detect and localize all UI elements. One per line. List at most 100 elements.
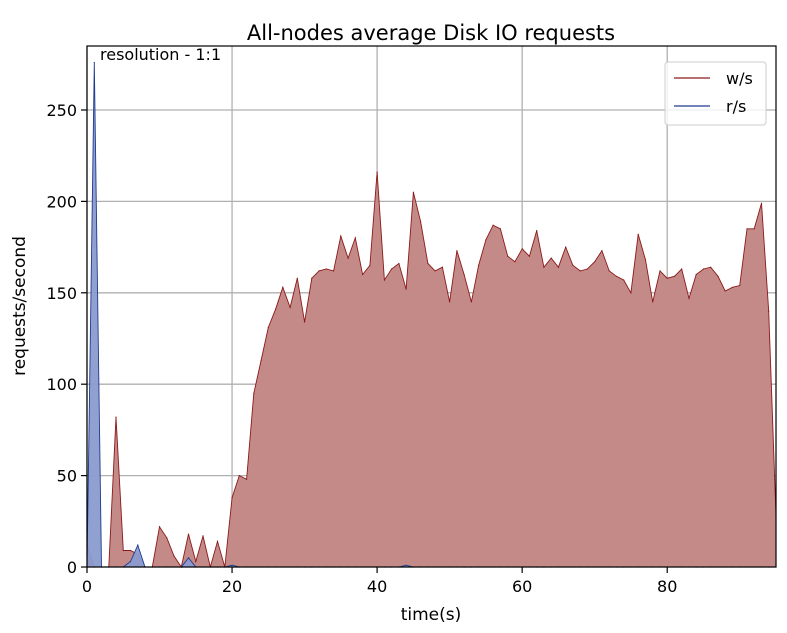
- data-point-ws: [166, 537, 168, 539]
- data-point-ws: [528, 255, 531, 257]
- data-point-ws: [630, 292, 632, 294]
- data-point-rs: [129, 560, 132, 563]
- data-point-ws: [376, 171, 378, 173]
- data-point-ws: [652, 301, 654, 303]
- data-point-ws: [412, 191, 414, 193]
- data-point-ws: [724, 290, 726, 292]
- x-tick-label: 0: [82, 577, 92, 596]
- x-axis-label: time(s): [401, 605, 462, 625]
- data-point-ws: [187, 533, 190, 535]
- data-point-ws: [347, 257, 349, 259]
- x-tick-label: 20: [222, 577, 242, 596]
- chart-title: All-nodes average Disk IO requests: [247, 21, 615, 45]
- axis-ticks: 0 20 40 60 80 0 50 100 150 200 250: [46, 101, 677, 596]
- data-point-ws: [195, 560, 197, 563]
- data-point-ws: [615, 275, 618, 277]
- legend-label-ws: w/s: [726, 69, 753, 88]
- data-point-ws: [623, 279, 625, 281]
- data-point-ws: [275, 308, 277, 310]
- data-point-ws: [420, 220, 422, 223]
- data-point-ws: [282, 286, 284, 288]
- data-point-ws: [318, 270, 320, 272]
- data-point-ws: [333, 270, 335, 272]
- y-tick-label: 250: [46, 101, 77, 120]
- x-tick-label: 60: [512, 577, 532, 596]
- data-point-ws: [478, 264, 480, 266]
- data-point-ws: [586, 268, 589, 270]
- data-point-ws: [521, 248, 523, 250]
- data-point-ws: [391, 268, 393, 270]
- data-point-ws: [710, 266, 712, 268]
- data-point-ws: [238, 475, 240, 477]
- data-point-ws: [311, 277, 313, 279]
- data-point-ws: [296, 277, 298, 279]
- y-tick-label: 0: [67, 558, 77, 577]
- data-point-ws: [760, 202, 763, 204]
- data-point-ws: [753, 228, 755, 230]
- data-point-rs: [231, 564, 233, 566]
- data-point-ws: [485, 239, 487, 241]
- data-point-ws: [514, 261, 516, 263]
- data-point-ws: [158, 526, 161, 528]
- y-tick-label: 100: [46, 375, 77, 394]
- y-tick-label: 200: [46, 192, 77, 211]
- y-tick-label: 50: [57, 467, 77, 486]
- data-point-ws: [289, 306, 291, 308]
- data-point-ws: [449, 301, 451, 303]
- data-point-ws: [666, 277, 668, 279]
- x-tick-label: 40: [367, 577, 387, 596]
- data-point-ws: [565, 246, 567, 248]
- data-point-rs: [405, 564, 407, 566]
- data-point-ws: [253, 392, 255, 394]
- data-point-ws: [673, 275, 676, 277]
- resolution-annotation: resolution - 1:1: [100, 45, 221, 64]
- data-point-ws: [572, 264, 574, 266]
- data-point-ws: [492, 224, 494, 226]
- data-point-ws: [579, 270, 581, 272]
- data-point-ws: [325, 268, 327, 270]
- data-point-ws: [739, 284, 741, 287]
- data-point-ws: [499, 228, 501, 230]
- data-point-rs: [187, 557, 190, 559]
- data-point-ws: [550, 257, 552, 259]
- data-point-ws: [369, 264, 371, 266]
- data-point-rs: [93, 61, 95, 64]
- series-line-ws: [86, 172, 777, 569]
- data-point-ws: [129, 549, 132, 552]
- data-point-ws: [405, 288, 407, 290]
- data-point-ws: [543, 266, 545, 268]
- data-point-ws: [659, 270, 661, 272]
- data-point-ws: [746, 228, 748, 230]
- legend-label-rs: r/s: [726, 97, 746, 116]
- data-point-ws: [702, 268, 705, 270]
- data-point-ws: [557, 266, 560, 268]
- data-point-ws: [434, 270, 436, 272]
- data-point-ws: [644, 259, 647, 261]
- y-axis-label: requests/second: [10, 236, 30, 376]
- data-point-ws: [267, 326, 269, 329]
- plot-frame: [86, 45, 777, 568]
- data-point-ws: [173, 555, 175, 557]
- data-point-ws: [717, 275, 719, 277]
- data-point-ws: [246, 478, 248, 480]
- data-point-ws: [731, 286, 734, 288]
- data-point-rs: [137, 544, 139, 546]
- data-point-ws: [122, 549, 124, 552]
- data-point-ws: [456, 250, 458, 252]
- data-point-ws: [536, 230, 538, 232]
- data-point-ws: [340, 235, 342, 237]
- data-point-ws: [470, 301, 472, 303]
- data-point-ws: [681, 268, 683, 270]
- data-point-ws: [427, 262, 429, 265]
- data-point-ws: [260, 359, 262, 361]
- legend: w/s r/s: [664, 61, 767, 126]
- data-point-ws: [115, 416, 117, 418]
- data-point-ws: [637, 233, 639, 235]
- data-point-ws: [383, 279, 385, 281]
- data-point-ws: [441, 266, 443, 268]
- data-point-ws: [216, 540, 219, 543]
- plot-area: [86, 61, 777, 569]
- data-point-ws: [695, 273, 697, 276]
- data-point-ws: [507, 255, 509, 257]
